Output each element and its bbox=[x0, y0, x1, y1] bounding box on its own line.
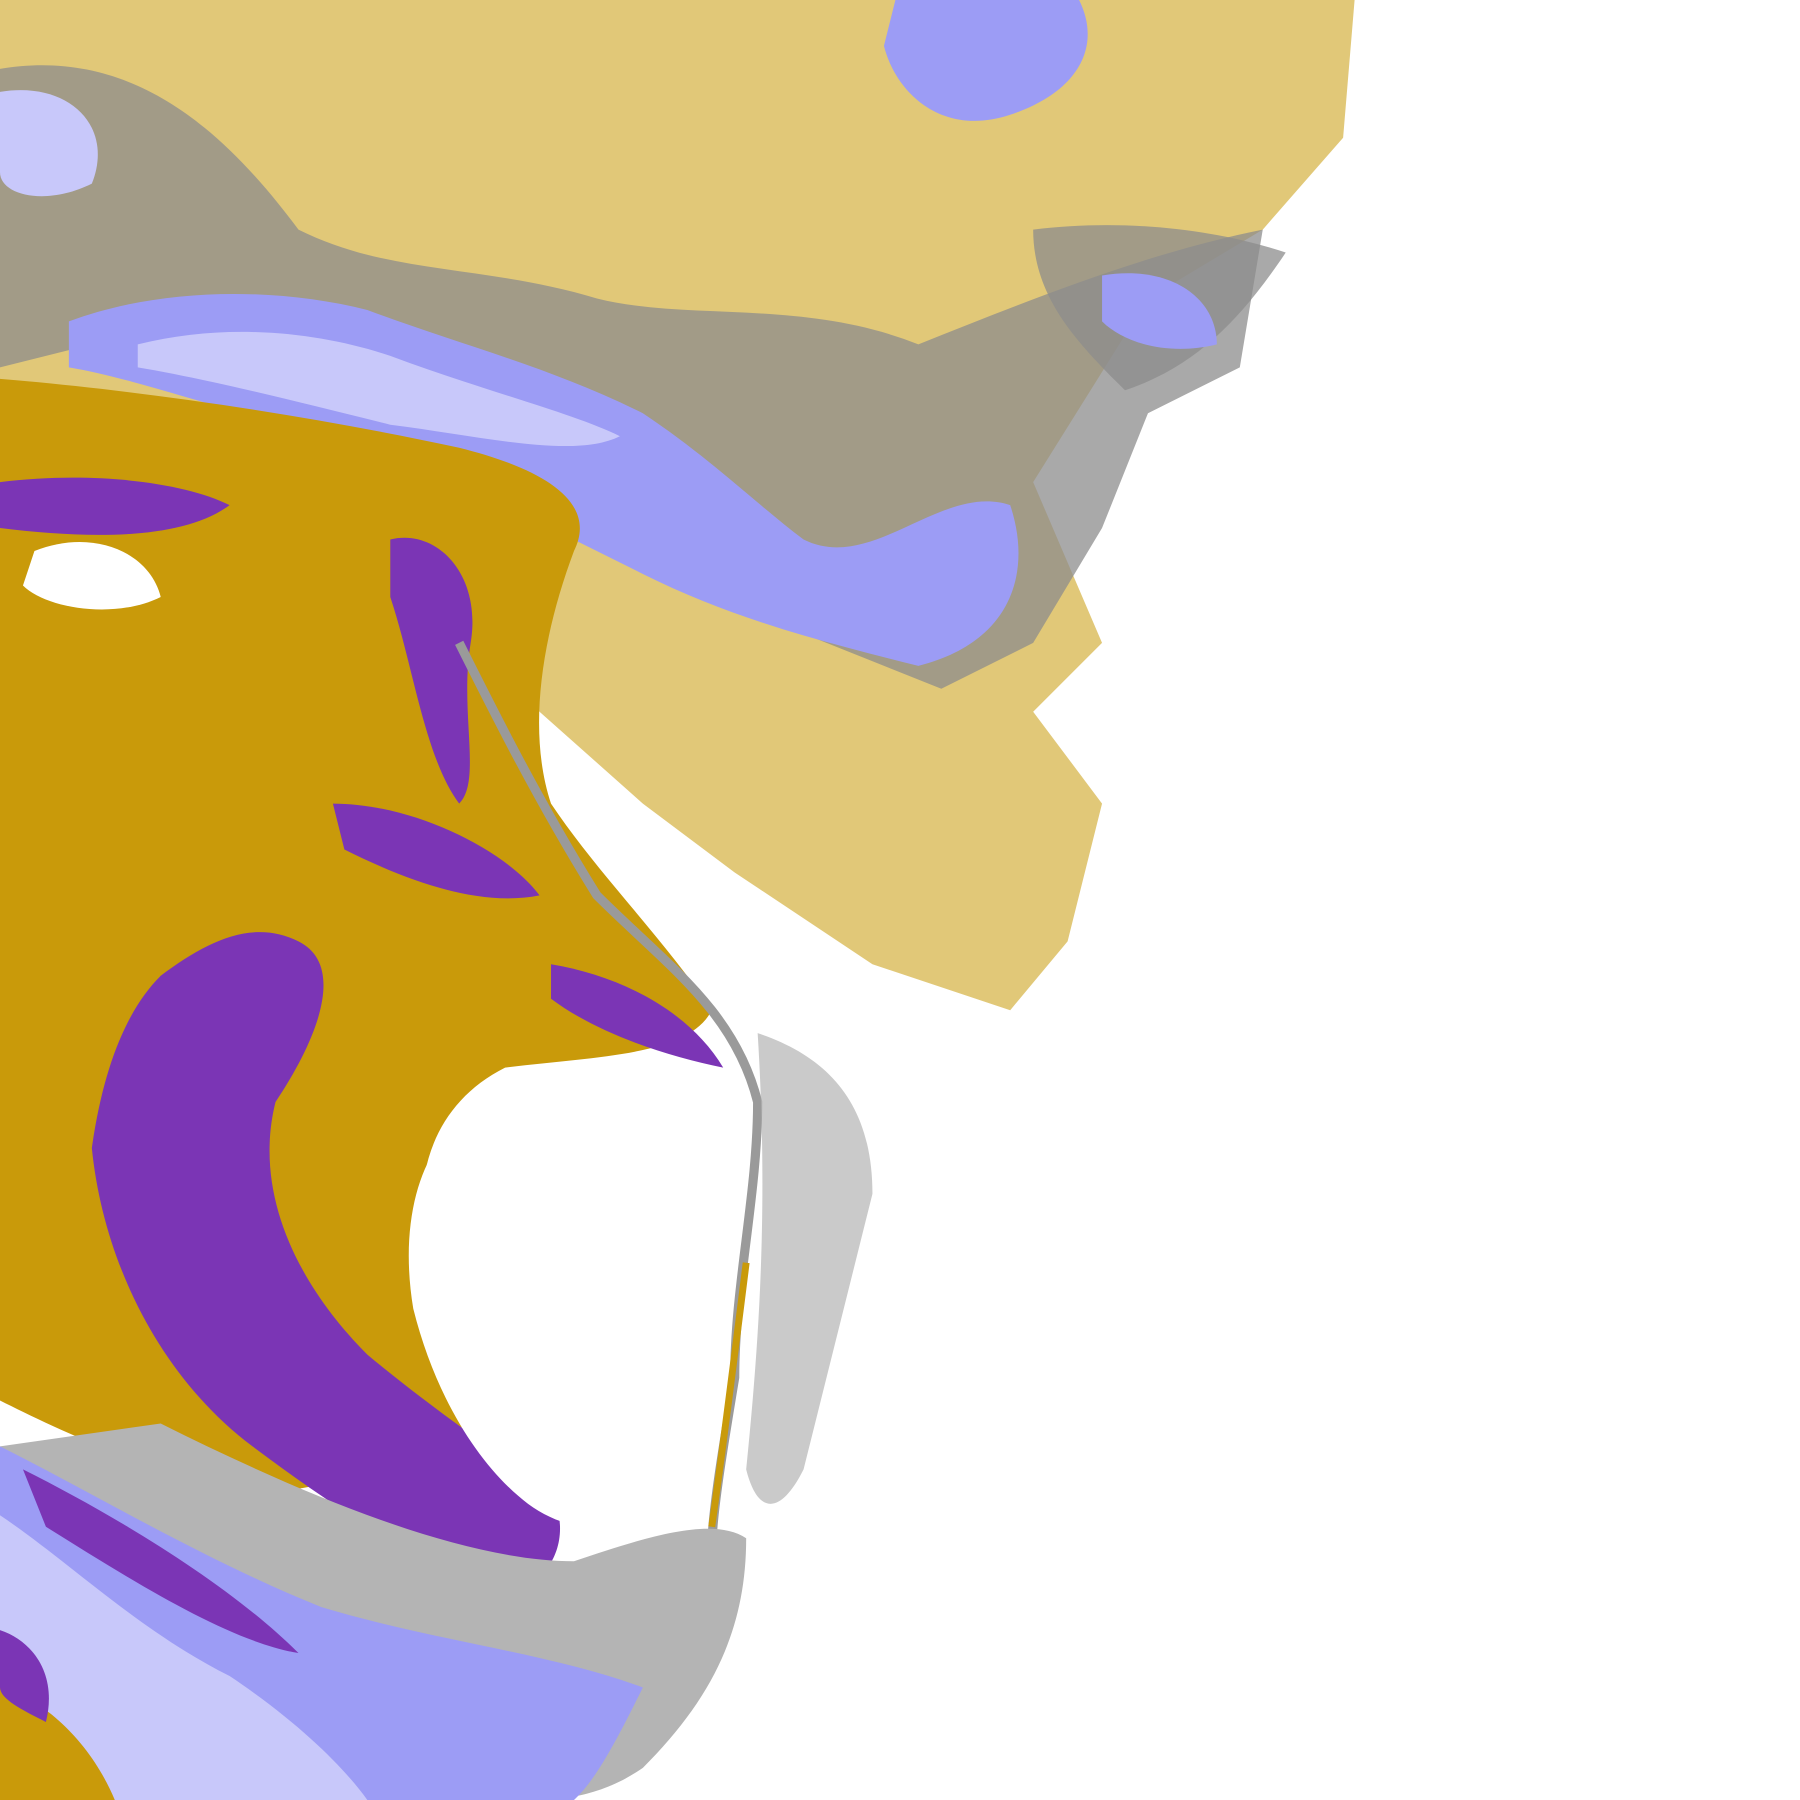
light-gray-east-debris bbox=[746, 1033, 873, 1504]
white-clear-eye bbox=[408, 1113, 715, 1529]
gold-front-strip bbox=[708, 1262, 750, 1528]
lavender-cloud-top-left bbox=[0, 90, 98, 197]
purple-streak-south bbox=[22, 1469, 299, 1654]
purple-cloud-center bbox=[390, 537, 473, 804]
white-clear-northwest bbox=[22, 542, 161, 610]
purple-patch-southwest bbox=[0, 1630, 49, 1722]
purple-cloud-band bbox=[91, 932, 561, 1596]
purple-cloud-streak bbox=[332, 803, 540, 899]
lavender-cloud-northeast bbox=[883, 0, 1088, 121]
purple-cloud-northwest bbox=[0, 477, 230, 535]
purple-cloud-east-streak bbox=[551, 964, 724, 1068]
pale-lavender-south bbox=[0, 1515, 368, 1800]
central-cloud-system bbox=[0, 378, 873, 1596]
lavender-cloud-east bbox=[1102, 273, 1217, 349]
southern-cloud-band bbox=[0, 1423, 747, 1800]
pale-lavender-cloud-north bbox=[137, 331, 620, 447]
gold-patch-southwest bbox=[0, 1687, 115, 1800]
